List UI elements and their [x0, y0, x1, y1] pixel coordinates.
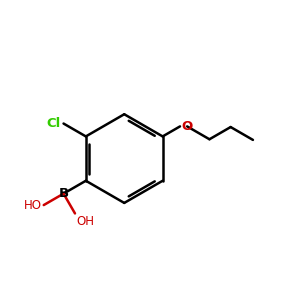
Text: OH: OH	[76, 215, 94, 228]
Text: O: O	[182, 120, 193, 133]
Text: HO: HO	[24, 199, 42, 212]
Text: B: B	[58, 187, 69, 200]
Text: Cl: Cl	[46, 117, 61, 130]
